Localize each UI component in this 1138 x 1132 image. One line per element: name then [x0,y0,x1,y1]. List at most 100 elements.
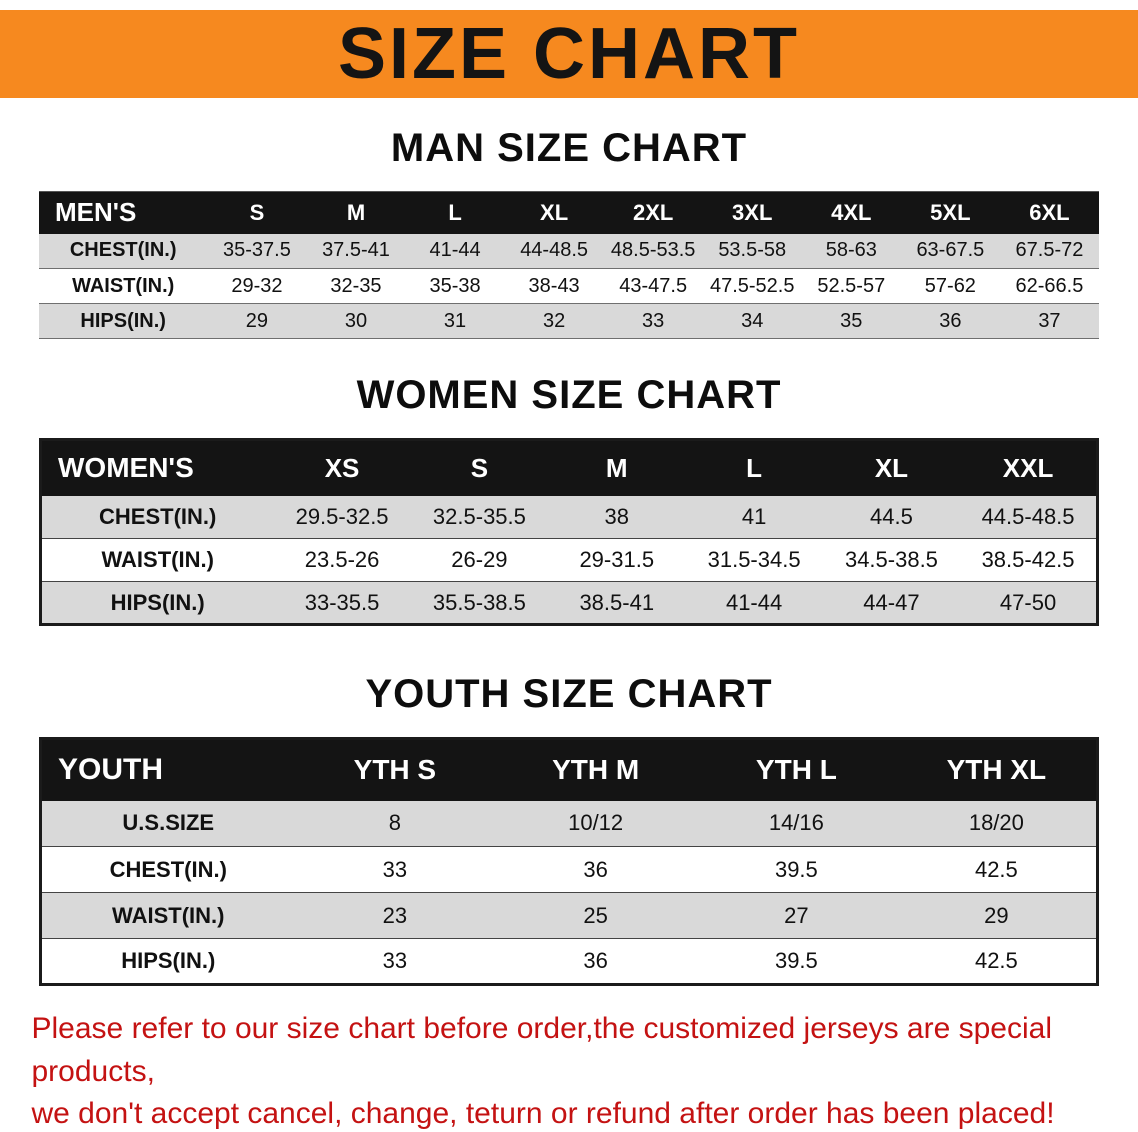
value-cell: 14/16 [768,810,824,836]
value-cell: 32.5-35.5 [432,503,526,529]
value-cell: 31.5-34.5 [707,547,801,572]
size-header-cell: S [470,452,489,483]
table-title-cell: YOUTH [58,753,163,787]
value-cell: 63-67.5 [916,239,985,262]
value-cell: 48.5-53.5 [610,239,696,262]
value-cell: 38-43 [528,274,580,297]
size-header-cell: 6XL [1029,199,1070,225]
row-label-cell: WAIST(IN.) [101,547,214,572]
table-row: HIPS(IN.) 33 36 39.5 42.5 [40,938,1098,985]
value-cell: 44.5-48.5 [981,503,1075,529]
value-cell: 33-35.5 [304,589,380,615]
table-row: CHEST(IN.) 35-37.5 37.5-41 41-44 44-48.5 48.5… [39,233,1099,269]
banner: SIZE CHART [0,10,1138,98]
size-header-cell: YTH S [353,754,437,786]
row-label-cell: CHEST(IN.) [99,503,217,529]
value-cell: 41 [741,503,767,529]
women-size-table: WOMEN'S XS S M L XL XXL CHEST(IN.) 29.5-32.5 32.5… [39,438,1099,626]
value-cell: 33 [382,948,408,973]
value-cell: 39.5 [774,856,818,882]
value-cell: 38 [604,503,629,529]
youth-size-table: YOUTH YTH S YTH M YTH L YTH XL U.S.SIZE 8 10/12… [39,737,1099,986]
footnote-line-2: we don't accept cancel, change, teturn o… [31,1097,1055,1131]
row-label-cell: HIPS(IN.) [110,589,205,615]
size-header-cell: YTH M [552,754,640,786]
size-header-cell: L [746,452,763,483]
value-cell: 32-35 [330,274,382,297]
value-cell: 58-63 [825,239,877,262]
table-row: HIPS(IN.) 29 30 31 32 33 34 35 36 37 [39,303,1099,339]
value-cell: 44-48.5 [520,239,589,262]
value-cell: 29 [245,309,269,332]
section-youth: YOUTH SIZE CHART YOUTH YTH S YTH M YTH L YTH… [0,672,1138,986]
value-cell: 43-47.5 [619,274,688,297]
size-header-cell: YTH XL [946,754,1047,786]
value-cell: 29-32 [231,274,283,297]
section-women: WOMEN SIZE CHART WOMEN'S XS S M L XL XXL CHEST(… [0,373,1138,626]
value-cell: 47-50 [999,589,1057,615]
size-header-cell: 3XL [732,199,773,225]
value-cell: 44-47 [863,589,920,615]
women-size-table-holder: WOMEN'S XS S M L XL XXL CHEST(IN.) 29.5-32.5 32.5… [39,438,1099,626]
value-cell: 23.5-26 [304,547,380,572]
size-header-cell: L [448,199,462,225]
section-men: MAN SIZE CHART MEN'S S M L XL 2XL 3XL 4XL 5XL 6XL… [0,126,1138,339]
value-cell: 41-44 [725,589,783,615]
row-label-cell: HIPS(IN.) [80,309,166,332]
value-cell: 35.5-38.5 [432,589,526,615]
footnote-line-1: Please refer to our size chart before or… [31,1012,1053,1088]
value-cell: 32 [542,309,566,332]
value-cell: 31 [443,309,467,332]
size-header-cell: XS [324,452,360,483]
size-header-cell: XL [874,452,909,483]
footnote: Please refer to our size chart before or… [32,1008,1107,1132]
value-cell: 47.5-52.5 [709,274,795,297]
size-header-cell: 4XL [831,199,872,225]
women-section-heading: WOMEN SIZE CHART [356,373,782,417]
table-row: U.S.SIZE 8 10/12 14/16 18/20 [40,800,1098,847]
row-label-cell: CHEST(IN.) [109,856,227,882]
value-cell: 42.5 [974,856,1018,882]
size-chart-page: SIZE CHART MAN SIZE CHART MEN'S S M L XL 2XL 3… [0,10,1138,1132]
size-header-cell: M [346,199,366,225]
value-cell: 36 [939,309,962,332]
value-cell: 39.5 [774,948,818,973]
value-cell: 42.5 [974,948,1018,973]
table-row: CHEST(IN.) 33 36 39.5 42.5 [40,846,1098,893]
value-cell: 35 [840,309,863,332]
value-cell: 33 [382,856,408,882]
value-cell: 57-62 [924,274,976,297]
men-section-heading: MAN SIZE CHART [390,126,748,170]
table-row: WAIST(IN.) 23 25 27 29 [40,892,1098,939]
value-cell: 44.5 [870,503,913,529]
table-title-cell: MEN'S [55,197,137,228]
value-cell: 25 [583,902,608,928]
value-cell: 8 [388,810,402,836]
value-cell: 53.5-58 [718,239,787,262]
value-cell: 38.5-41 [579,589,655,615]
table-row: HIPS(IN.) 33-35.5 35.5-38.5 38.5-41 41-44 44-… [40,581,1098,625]
value-cell: 41-44 [429,239,481,262]
size-header-cell: 2XL [632,199,674,225]
value-cell: 62-66.5 [1015,274,1084,297]
row-label-cell: U.S.SIZE [122,810,215,836]
table-row: CHEST(IN.) 29.5-32.5 32.5-35.5 38 41 44.5 44.5… [40,495,1098,539]
size-header-cell: YTH L [755,754,837,786]
value-cell: 38.5-42.5 [981,547,1075,572]
value-cell: 35-38 [429,274,481,297]
size-header-cell: XL [540,199,569,225]
value-cell: 37.5-41 [322,239,390,262]
value-cell: 26-29 [451,547,508,572]
page-title: SIZE CHART [338,14,800,94]
youth-section-heading: YOUTH SIZE CHART [365,672,773,716]
men-size-table: MEN'S S M L XL 2XL 3XL 4XL 5XL 6XL CHEST(IN.) 35-37… [39,191,1099,339]
value-cell: 27 [784,902,809,928]
row-label-cell: WAIST(IN.) [72,274,175,297]
value-cell: 23 [382,902,408,928]
size-header-cell: M [605,452,628,483]
table-row: WAIST(IN.) 23.5-26 26-29 29-31.5 31.5-34.5 34… [40,538,1098,582]
value-cell: 29 [984,902,1009,928]
size-header-cell: 5XL [930,199,971,225]
men-size-table-holder: MEN'S S M L XL 2XL 3XL 4XL 5XL 6XL CHEST(IN.) 35-37… [39,191,1099,339]
value-cell: 36 [583,948,608,973]
